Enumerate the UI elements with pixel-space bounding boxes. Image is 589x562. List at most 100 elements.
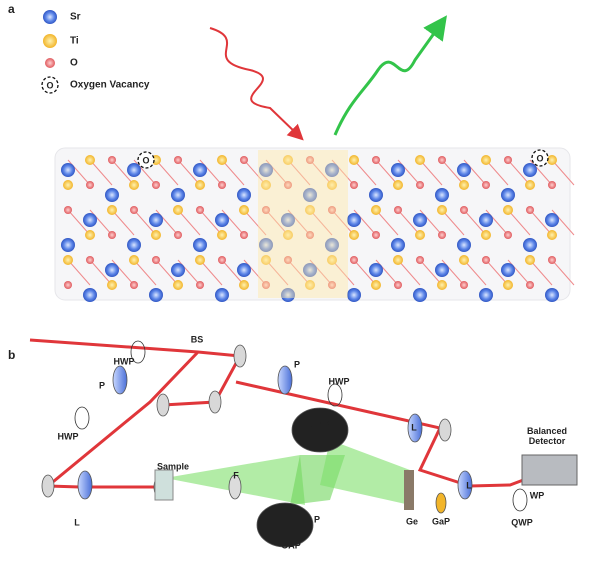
component-label: Sample (157, 461, 189, 471)
o-atom (218, 256, 226, 264)
ti-atom (63, 180, 73, 190)
detector-label: Balanced Detector (520, 426, 574, 446)
o-atom (438, 231, 446, 239)
figure: BSHWPPHWPLSampleFOAPPHWPLGePOAPGaPLQWPWP… (0, 0, 589, 562)
legend-icon (43, 34, 57, 48)
ti-atom (525, 255, 535, 265)
gap-crystal (436, 493, 446, 513)
o-atom (482, 256, 490, 264)
ti-atom (525, 180, 535, 190)
lens (278, 366, 292, 394)
legend-icon (45, 58, 55, 68)
sample-plate (155, 470, 173, 500)
sr-atom (545, 213, 559, 227)
vacancy-symbol: O (142, 155, 149, 165)
component-label: P (294, 359, 300, 369)
ge-plate (404, 470, 414, 510)
o-atom (64, 206, 72, 214)
o-atom (526, 281, 534, 289)
sr-atom (127, 163, 141, 177)
sr-atom (127, 238, 141, 252)
component-label: QWP (511, 517, 533, 527)
ti-atom (349, 155, 359, 165)
detector-box (522, 455, 577, 485)
pump-pulse (210, 28, 298, 135)
panel-label: b (8, 348, 15, 362)
component-label: P (314, 514, 320, 524)
o-atom (504, 156, 512, 164)
ti-atom (85, 230, 95, 240)
ti-atom (63, 255, 73, 265)
ti-atom (371, 280, 381, 290)
ti-atom (107, 280, 117, 290)
ti-atom (151, 230, 161, 240)
ti-atom (217, 155, 227, 165)
lens (113, 366, 127, 394)
legend-label: Ti (70, 36, 79, 47)
excited-column (258, 150, 348, 298)
ti-atom (239, 280, 249, 290)
o-atom (394, 206, 402, 214)
legend-vacancy-icon-symbol: O (46, 80, 53, 90)
component-label: L (74, 517, 80, 527)
component-label: HWP (58, 431, 79, 441)
mirror (209, 391, 221, 413)
o-atom (416, 181, 424, 189)
o-atom (240, 231, 248, 239)
o-atom (130, 281, 138, 289)
o-atom (196, 281, 204, 289)
ti-atom (239, 205, 249, 215)
sr-atom (479, 288, 493, 302)
component-label: WP (530, 490, 545, 500)
o-atom (86, 256, 94, 264)
component-label: F (233, 470, 239, 480)
ti-atom (129, 255, 139, 265)
sr-atom (83, 288, 97, 302)
o-atom (174, 231, 182, 239)
ti-atom (107, 205, 117, 215)
o-atom (372, 231, 380, 239)
mirror (42, 475, 54, 497)
component-label: OAP (310, 419, 330, 429)
sr-atom (391, 238, 405, 252)
component-label: L (411, 422, 417, 432)
figure-canvas: BSHWPPHWPLSampleFOAPPHWPLGePOAPGaPLQWPWP… (0, 0, 589, 562)
ti-atom (459, 255, 469, 265)
component-label: HWP (329, 376, 350, 386)
ti-atom (481, 230, 491, 240)
sr-atom (413, 213, 427, 227)
ti-atom (393, 255, 403, 265)
laser-beam (30, 340, 240, 405)
o-atom (108, 231, 116, 239)
ti-atom (85, 155, 95, 165)
sr-atom (61, 238, 75, 252)
ti-atom (173, 280, 183, 290)
parabolic-mirror (292, 408, 348, 452)
mirror (439, 419, 451, 441)
o-atom (482, 181, 490, 189)
panel-label: a (8, 2, 15, 16)
legend-label: Sr (70, 12, 81, 23)
ti-atom (459, 180, 469, 190)
ti-atom (503, 280, 513, 290)
sr-atom (83, 213, 97, 227)
o-atom (240, 156, 248, 164)
component-label: Ge (406, 516, 418, 526)
thz-emission (335, 25, 440, 135)
o-atom (86, 181, 94, 189)
o-atom (548, 256, 556, 264)
o-atom (394, 281, 402, 289)
o-atom (526, 206, 534, 214)
sr-atom (171, 188, 185, 202)
component-label: GaP (432, 516, 450, 526)
sr-atom (215, 288, 229, 302)
component-label: OAP (281, 540, 301, 550)
vacancy-symbol: O (536, 153, 543, 163)
component-label: L (466, 480, 472, 490)
sr-atom (545, 288, 559, 302)
sr-atom (215, 213, 229, 227)
component-label: P (99, 380, 105, 390)
sr-atom (457, 238, 471, 252)
legend-label: O (70, 58, 78, 69)
o-atom (152, 256, 160, 264)
